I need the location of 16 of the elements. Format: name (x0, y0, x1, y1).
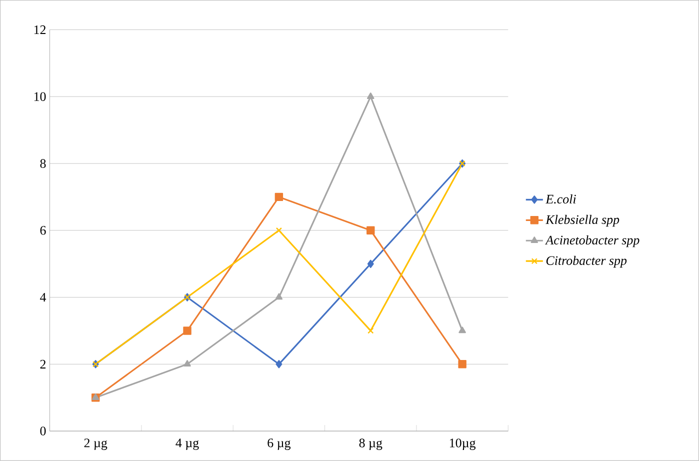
y-tick-label: 10 (34, 92, 46, 102)
y-tick-label: 8 (40, 159, 46, 168)
legend-label: E.coli (546, 194, 576, 204)
x-tick-label: 2 µg (84, 438, 108, 450)
x-tick-label: 8 µg (359, 438, 382, 450)
y-tick-label: 12 (34, 26, 46, 34)
legend-label: Acinetobacter spp (545, 235, 640, 248)
y-tick-label: 4 (40, 293, 46, 302)
legend-label: Klebsiella spp (546, 215, 620, 227)
x-tick-label: 4 µg (176, 438, 199, 450)
x-tick-label: 6 µg (268, 438, 291, 450)
y-tick-label: 6 (40, 226, 46, 235)
x-tick-label: 10µg (450, 438, 476, 450)
y-tick-label: 0 (40, 426, 46, 436)
y-tick-label: 2 (40, 360, 46, 369)
legend-label: Citrobacter spp (546, 256, 627, 268)
